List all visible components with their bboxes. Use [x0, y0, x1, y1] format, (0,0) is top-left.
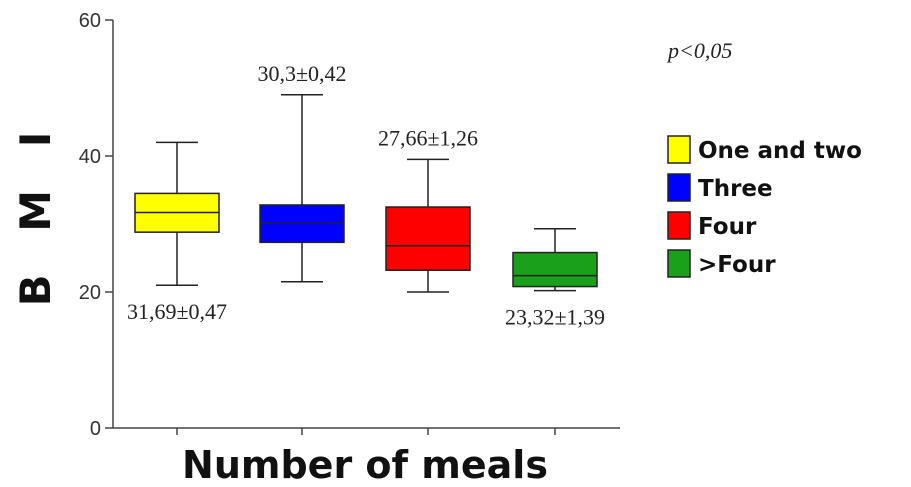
legend-label: >Four [698, 252, 776, 278]
p-value-annotation: p<0,05 [666, 38, 732, 63]
legend-swatch [667, 173, 691, 202]
legend-label: Four [698, 214, 757, 240]
legend-swatch [667, 135, 691, 164]
y-axis-label: B M I [11, 118, 60, 307]
box-group [259, 94, 345, 283]
stat-annotation: 31,69±0,47 [127, 299, 227, 324]
annotations: 31,69±0,47 30,3±0,42 27,66±1,26 23,32±1,39 [127, 61, 605, 330]
box-group [512, 228, 598, 292]
legend-swatch [667, 249, 691, 278]
box [512, 251, 598, 288]
stat-annotation: 27,66±1,26 [378, 125, 478, 150]
legend-label: One and two [698, 138, 862, 164]
legend: One and two Three Four >Four [667, 135, 862, 278]
boxes [134, 94, 598, 293]
stat-annotation: 23,32±1,39 [505, 305, 605, 330]
y-tick-label: 0 [90, 418, 101, 440]
legend-swatch [667, 211, 691, 240]
legend-label: Three [698, 176, 773, 202]
axes: 0 20 40 60 [79, 10, 620, 440]
y-tick-label: 40 [79, 146, 101, 168]
box-group [134, 141, 220, 286]
box-group [385, 158, 471, 293]
box [385, 206, 471, 271]
y-tick-label: 20 [79, 282, 101, 304]
y-tick-label: 60 [79, 10, 101, 32]
stat-annotation: 30,3±0,42 [257, 61, 346, 86]
x-axis-label: Number of meals [182, 443, 548, 487]
